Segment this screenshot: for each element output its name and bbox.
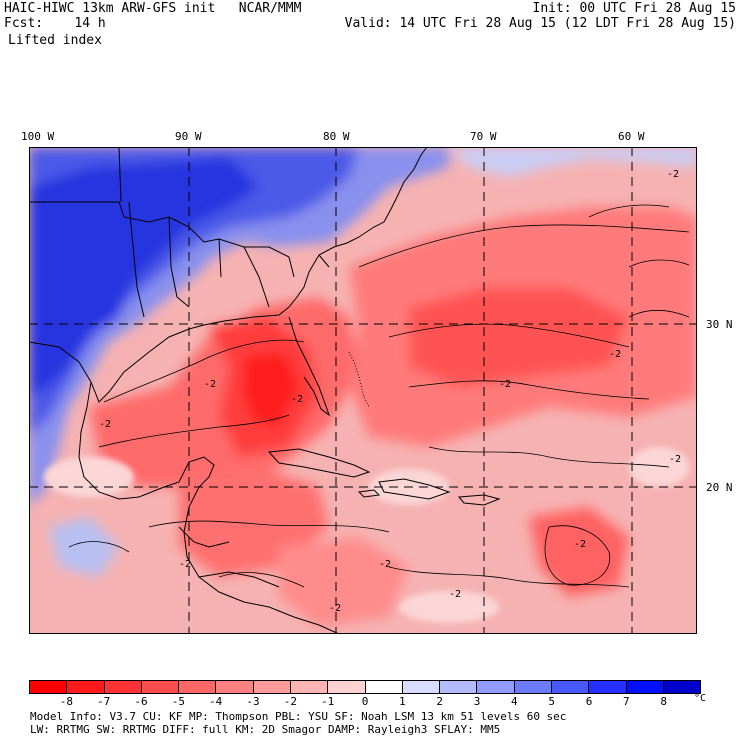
lat-label-30n: 30 N [706, 318, 733, 331]
colorbar-swatch [625, 681, 663, 693]
model-info-line1: Model Info: V3.7 CU: KF MP: Thompson PBL… [30, 710, 567, 723]
colorbar-tick-label: 6 [585, 695, 593, 708]
lon-label-100w: 100 W [21, 130, 55, 143]
unstable-region [89, 207, 697, 627]
valid-time: Valid: 14 UTC Fri 28 Aug 15 (12 LDT Fri … [344, 16, 736, 31]
colorbar-swatch [30, 681, 67, 693]
colorbar-tick-label: 1 [399, 695, 406, 708]
colorbar-swatch [66, 681, 104, 693]
contour-label: -2 [204, 379, 216, 390]
contour-label: -2 [609, 349, 621, 360]
lon-label-60w: 60 W [618, 130, 645, 143]
init-time: Init: 00 UTC Fri 28 Aug 15 [532, 1, 737, 16]
colorbar-swatch [588, 681, 626, 693]
field-name: Lifted index [8, 33, 102, 48]
colorbar-ticks: -8 -7 -6 -5 -4 -3 -2 -1 0 1 2 3 4 5 6 7 8 [29, 695, 701, 708]
lon-label-90w: 90 W [175, 130, 202, 143]
colorbar-swatch [401, 681, 440, 693]
colorbar-swatch [140, 681, 179, 693]
contour-label: -2 [449, 589, 461, 600]
contour-label: -2 [669, 454, 681, 465]
lon-label-80w: 80 W [323, 130, 350, 143]
colorbar-swatch [215, 681, 253, 693]
contour-label: -2 [179, 559, 191, 570]
lon-label-70w: 70 W [470, 130, 497, 143]
colorbar-tick-label: -4 [209, 695, 223, 708]
colorbar-tick-label: -3 [246, 695, 260, 708]
graticule [29, 147, 697, 634]
colorbar-swatch [513, 681, 551, 693]
colorbar-swatch [550, 681, 589, 693]
contour-label: -2 [329, 603, 341, 614]
colorbar [29, 680, 701, 694]
colorbar-swatch [103, 681, 141, 693]
contour-label: -2 [667, 169, 679, 180]
model-info-line2: LW: RRTMG SW: RRTMG DIFF: full KM: 2D Sm… [30, 723, 501, 736]
colorbar-swatch [178, 681, 216, 693]
colorbar-tick-label: -1 [321, 695, 335, 708]
map-frame [29, 147, 697, 634]
colorbar-tick-label: 7 [623, 695, 630, 708]
contour-label: -2 [574, 539, 586, 550]
forecast-hour: Fcst: 14 h [4, 16, 106, 31]
colorbar-swatch [252, 681, 290, 693]
colorbar-tick-label: -6 [134, 695, 148, 708]
colorbar-unit: °C [694, 693, 707, 704]
contour-label: -2 [499, 379, 511, 390]
colorbar-swatch [476, 681, 514, 693]
colorbar-tick-label: 5 [548, 695, 555, 708]
contour-label: -2 [291, 394, 303, 405]
colorbar-tick-label: 8 [660, 695, 667, 708]
colorbar-tick-label: -7 [97, 695, 111, 708]
colorbar-tick-label: 0 [361, 695, 369, 708]
contour-label-group: -2 -2 -2 -2 -2 -2 -2 -2 -2 -2 -2 -2 [99, 169, 681, 614]
colorbar-tick-label: 4 [511, 695, 518, 708]
lat-label-20n: 20 N [706, 481, 733, 494]
colorbar-tick-label: -2 [283, 695, 297, 708]
lifted-index-map: -2 -2 -2 -2 -2 -2 -2 -2 -2 -2 -2 -2 [29, 147, 697, 634]
colorbar-swatch [289, 681, 328, 693]
colorbar-tick-label: -5 [171, 695, 185, 708]
contour-label: -2 [379, 559, 391, 570]
colorbar-swatch [364, 681, 402, 693]
colorbar-swatch [439, 681, 477, 693]
colorbar-swatch [327, 681, 365, 693]
colorbar-swatch [662, 681, 701, 693]
colorbar-tick-label: 2 [436, 695, 443, 708]
coastlines [29, 147, 501, 634]
colorbar-tick-label: 3 [473, 695, 481, 708]
colorbar-tick-label: -8 [59, 695, 73, 708]
contour-label: -2 [99, 419, 111, 430]
contours [68, 204, 690, 588]
stable-region [29, 147, 697, 577]
model-title: HAIC-HIWC 13km ARW-GFS init NCAR/MMM [4, 1, 302, 16]
